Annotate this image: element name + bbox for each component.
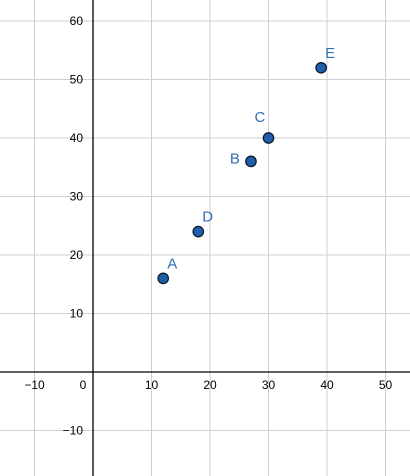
x-tick-label: 0 <box>80 378 87 392</box>
x-tick-label: 50 <box>379 378 393 392</box>
x-tick-label: 40 <box>320 378 334 392</box>
data-point <box>315 61 327 74</box>
y-tick-label: 50 <box>70 73 84 87</box>
y-tick-label: 30 <box>70 190 84 204</box>
point-label: C <box>255 109 266 126</box>
x-tick-label: 30 <box>262 378 276 392</box>
y-tick-label: 40 <box>70 131 84 145</box>
tick-labels: −10 0 10 20 30 40 50 −10 10 20 30 40 50 60 <box>24 14 392 438</box>
data-point <box>262 132 275 144</box>
y-tick-label: 60 <box>70 14 84 28</box>
point-label: A <box>167 255 177 272</box>
data-points: A D B C E <box>157 45 335 285</box>
y-tick-label: 10 <box>70 307 84 321</box>
point-label: B <box>230 150 240 167</box>
x-tick-label: −10 <box>24 378 45 392</box>
point-label: D <box>202 209 213 226</box>
y-tick-label: −10 <box>63 424 84 438</box>
point-label: E <box>325 45 335 62</box>
data-point <box>157 272 170 285</box>
x-tick-label: 10 <box>145 378 159 392</box>
data-point <box>245 155 257 168</box>
data-point <box>192 225 205 238</box>
x-tick-label: 20 <box>203 378 217 392</box>
y-tick-label: 20 <box>70 248 84 262</box>
